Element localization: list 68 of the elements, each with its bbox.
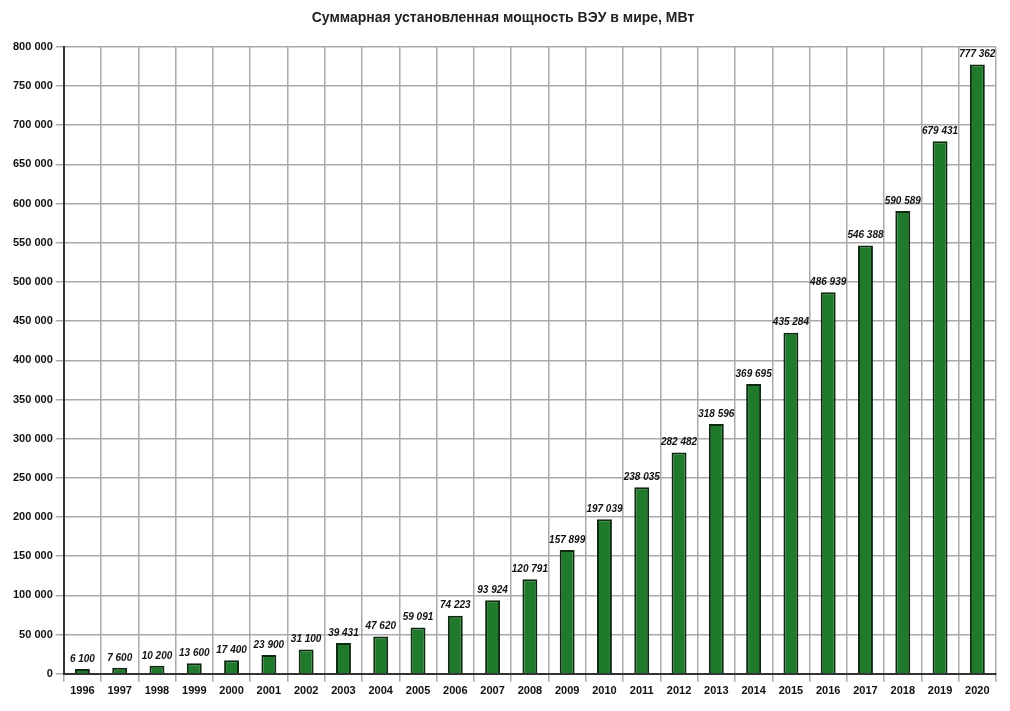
y-tick-label: 200 000 bbox=[13, 510, 53, 523]
y-tick-label: 650 000 bbox=[13, 157, 53, 170]
data-label: 93 924 bbox=[477, 583, 509, 595]
data-label: 120 791 bbox=[511, 562, 549, 574]
x-tick-label: 1999 bbox=[182, 684, 207, 697]
x-tick-label: 2001 bbox=[256, 684, 282, 697]
x-tick-label: 2020 bbox=[965, 684, 990, 697]
data-label: 7 600 bbox=[107, 651, 133, 663]
x-tick-label: 2018 bbox=[890, 684, 916, 697]
y-tick-label: 550 000 bbox=[13, 235, 53, 248]
data-label: 197 039 bbox=[586, 503, 623, 515]
y-tick-label: 250 000 bbox=[13, 470, 53, 483]
y-tick-label: 600 000 bbox=[13, 196, 53, 209]
chart-title: Суммарная установленная мощность ВЭУ в мире, МВт bbox=[311, 9, 695, 26]
x-tick-label: 2015 bbox=[778, 684, 804, 697]
x-tick-label: 2009 bbox=[554, 684, 580, 697]
x-tick-label: 2012 bbox=[666, 684, 692, 697]
data-label: 486 939 bbox=[809, 275, 847, 287]
x-tick-label: 2002 bbox=[293, 684, 319, 697]
data-label: 59 091 bbox=[402, 611, 434, 623]
data-label: 435 284 bbox=[771, 316, 810, 328]
x-tick-label: 2017 bbox=[853, 684, 878, 697]
x-tick-label: 2006 bbox=[443, 684, 468, 697]
y-tick-label: 150 000 bbox=[13, 549, 53, 562]
y-tick-label: 50 000 bbox=[19, 627, 53, 640]
x-tick-label: 2013 bbox=[704, 684, 729, 697]
x-tick-label: 1996 bbox=[70, 684, 95, 697]
data-label: 369 695 bbox=[735, 367, 773, 379]
y-tick-label: 400 000 bbox=[13, 353, 53, 366]
data-label: 10 200 bbox=[141, 649, 173, 661]
x-tick-label: 2000 bbox=[219, 684, 244, 697]
data-label: 6 100 bbox=[69, 652, 96, 664]
data-label: 777 362 bbox=[959, 48, 996, 60]
data-label: 546 388 bbox=[847, 229, 884, 241]
y-tick-label: 500 000 bbox=[13, 274, 53, 287]
x-tick-label: 2011 bbox=[629, 684, 654, 697]
data-label: 39 431 bbox=[328, 626, 360, 638]
y-tick-label: 450 000 bbox=[13, 314, 53, 327]
data-label: 47 620 bbox=[364, 620, 397, 632]
y-tick-label: 750 000 bbox=[13, 79, 53, 92]
x-tick-label: 1998 bbox=[144, 684, 170, 697]
data-label: 679 431 bbox=[921, 125, 959, 137]
x-tick-label: 2003 bbox=[331, 684, 356, 697]
data-label: 282 482 bbox=[659, 436, 698, 448]
data-label: 13 600 bbox=[178, 646, 210, 658]
data-label: 31 100 bbox=[290, 633, 322, 645]
data-label: 74 223 bbox=[440, 599, 472, 611]
x-tick-label: 2014 bbox=[741, 684, 767, 697]
x-tick-label: 2010 bbox=[592, 684, 617, 697]
y-tick-label: 700 000 bbox=[13, 118, 53, 131]
data-label: 157 899 bbox=[549, 533, 586, 545]
y-tick-label: 100 000 bbox=[13, 588, 53, 601]
x-tick-label: 2007 bbox=[480, 684, 505, 697]
y-tick-label: 800 000 bbox=[13, 39, 53, 52]
x-tick-label: 2005 bbox=[405, 684, 431, 697]
x-tick-label: 2019 bbox=[927, 684, 953, 697]
x-tick-label: 2016 bbox=[815, 684, 841, 697]
x-tick-label: 1997 bbox=[107, 684, 132, 697]
y-tick-label: 300 000 bbox=[13, 431, 53, 444]
y-tick-label: 0 bbox=[46, 666, 53, 679]
x-tick-label: 2008 bbox=[517, 684, 543, 697]
data-label: 23 900 bbox=[252, 638, 285, 650]
data-label: 318 596 bbox=[698, 407, 735, 419]
y-tick-label: 350 000 bbox=[13, 392, 53, 405]
data-label: 17 400 bbox=[216, 643, 248, 655]
data-label: 590 589 bbox=[884, 194, 922, 206]
x-tick-label: 2004 bbox=[368, 684, 394, 697]
data-label: 238 035 bbox=[622, 470, 661, 482]
